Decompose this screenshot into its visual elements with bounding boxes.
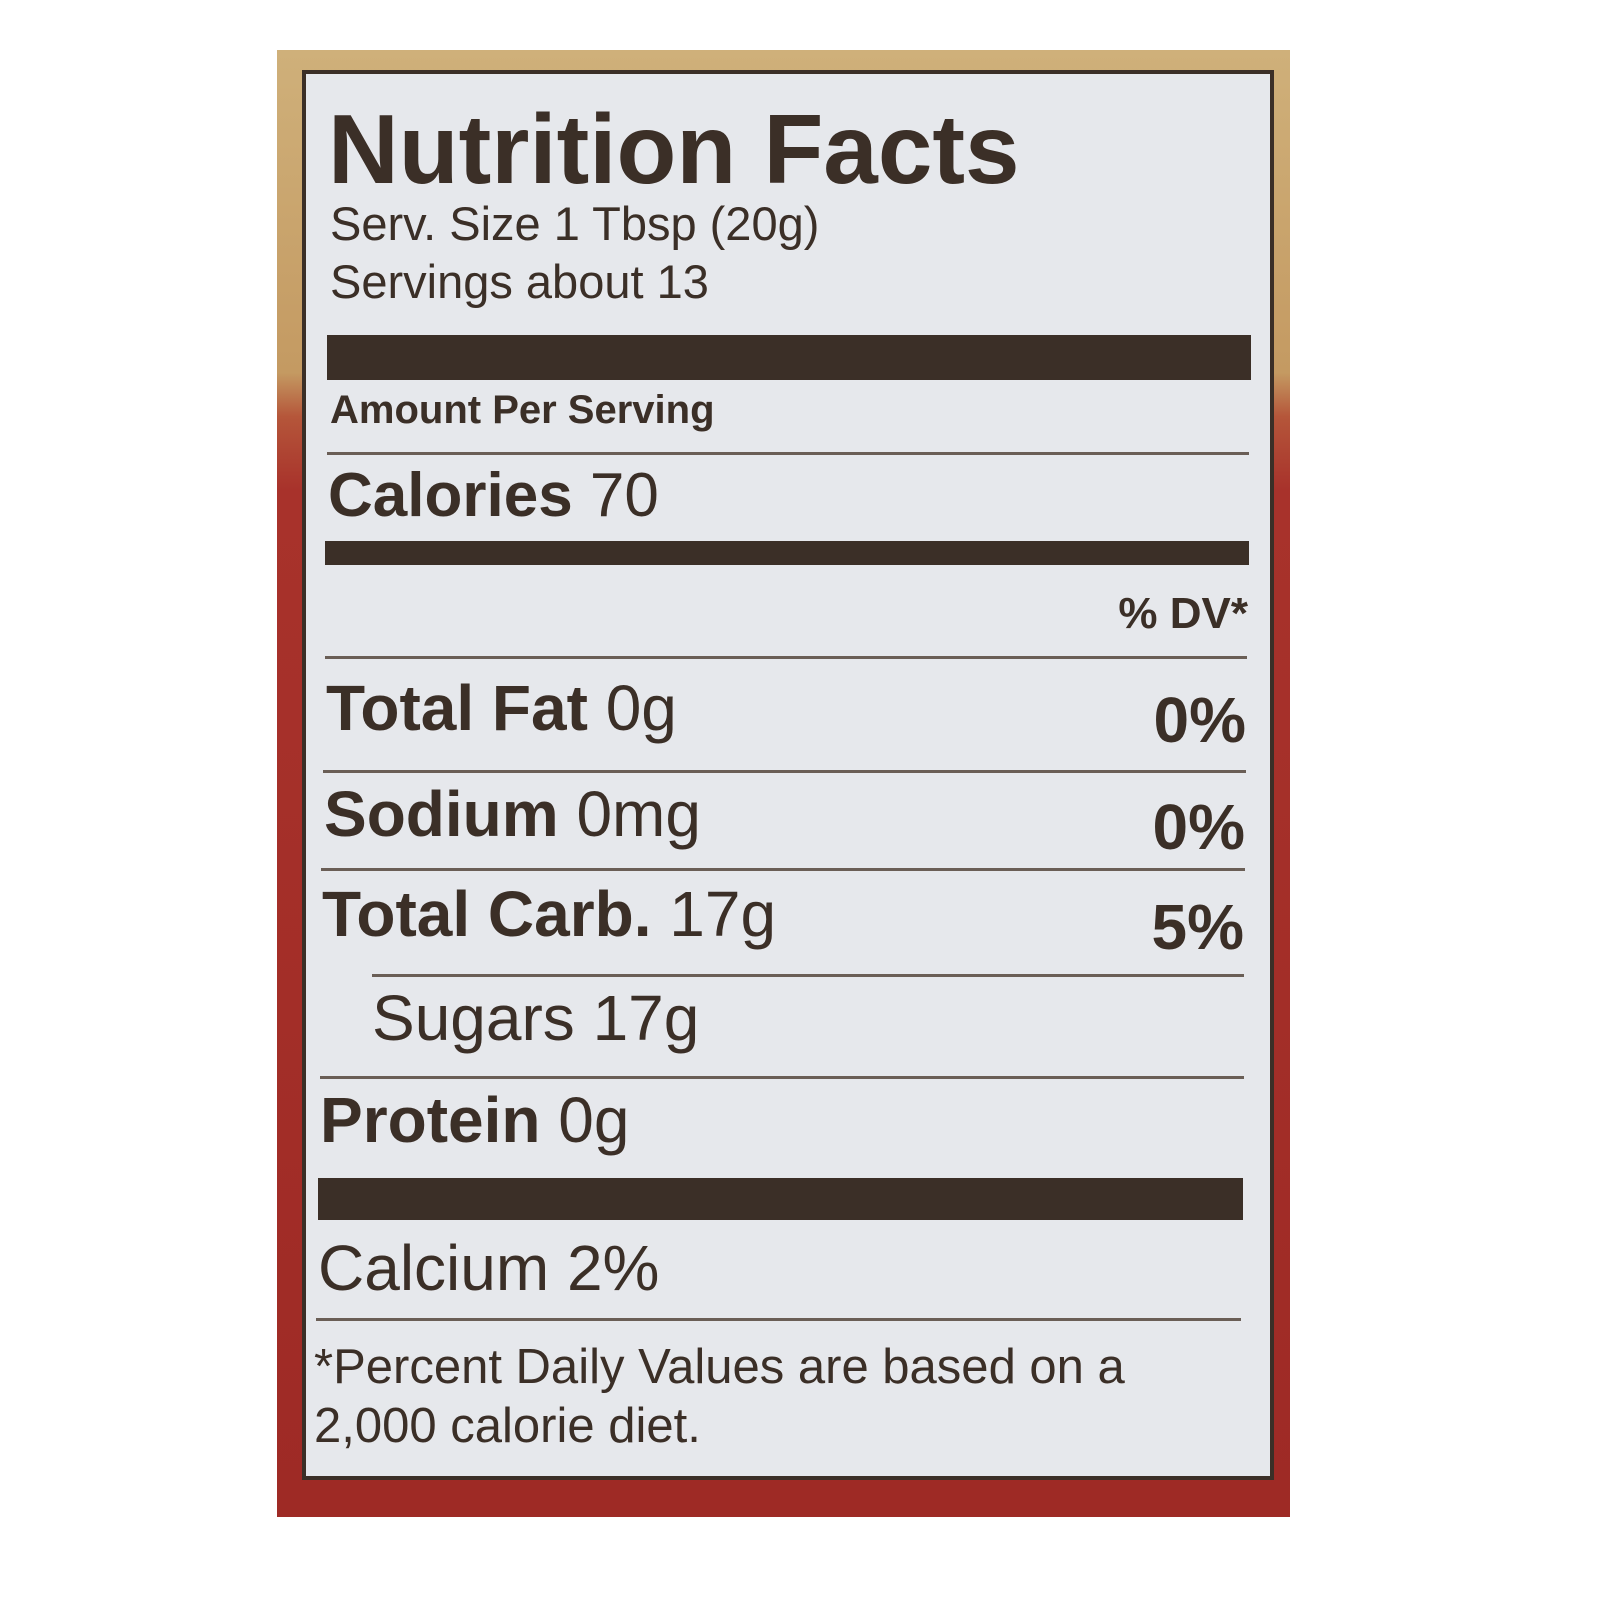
calories-value: 70 <box>589 461 659 530</box>
calcium-row: Calcium 2% <box>318 1232 660 1304</box>
divider <box>327 452 1249 455</box>
divider <box>316 1318 1241 1321</box>
calories-label: Calories <box>328 461 573 530</box>
calories-row: Calories 70 <box>328 465 659 527</box>
dv-header: % DV* <box>1118 589 1248 638</box>
nutrient-label: Sodium <box>324 778 559 850</box>
footnote-line-1: *Percent Daily Values are based on a <box>314 1340 1125 1394</box>
medium-divider <box>325 541 1249 565</box>
nutrient-dv: 0% <box>1153 684 1247 756</box>
nutrient-label: Sugars <box>372 982 575 1054</box>
nutrient-amount: 0g <box>605 672 677 744</box>
nutrient-row-sugars: Sugars 17g <box>372 986 699 1050</box>
nutrient-row-total-fat: Total Fat 0g <box>326 676 677 740</box>
servings-per-container: Servings about 13 <box>330 255 709 308</box>
divider <box>323 770 1246 773</box>
thick-divider <box>318 1178 1243 1220</box>
divider <box>320 1076 1244 1079</box>
nutrient-row-sodium: Sodium 0mg <box>324 782 701 846</box>
nutrient-label: Total Fat <box>326 672 588 744</box>
serving-size: Serv. Size 1 Tbsp (20g) <box>330 197 820 250</box>
footnote-line-2: 2,000 calorie diet. <box>314 1399 701 1453</box>
nutrient-dv: 0% <box>1152 791 1246 863</box>
nutrient-row-total-carb: Total Carb. 17g <box>322 882 776 946</box>
thick-divider <box>327 335 1251 380</box>
amount-per-serving: Amount Per Serving <box>330 388 715 432</box>
nutrient-dv: 5% <box>1151 891 1245 963</box>
nutrient-label: Total Carb. <box>322 878 652 950</box>
nutrient-row-protein: Protein 0g <box>320 1088 629 1152</box>
nutrient-amount: 0g <box>558 1084 630 1156</box>
divider <box>325 656 1247 659</box>
nutrient-amount: 0mg <box>576 778 701 850</box>
nutrient-amount: 17g <box>669 878 777 950</box>
divider <box>372 974 1244 977</box>
label-title: Nutrition Facts <box>328 94 1020 204</box>
nutrition-label <box>302 70 1274 1480</box>
nutrient-label: Protein <box>320 1084 541 1156</box>
nutrient-amount: 17g <box>592 982 700 1054</box>
divider <box>321 868 1245 871</box>
